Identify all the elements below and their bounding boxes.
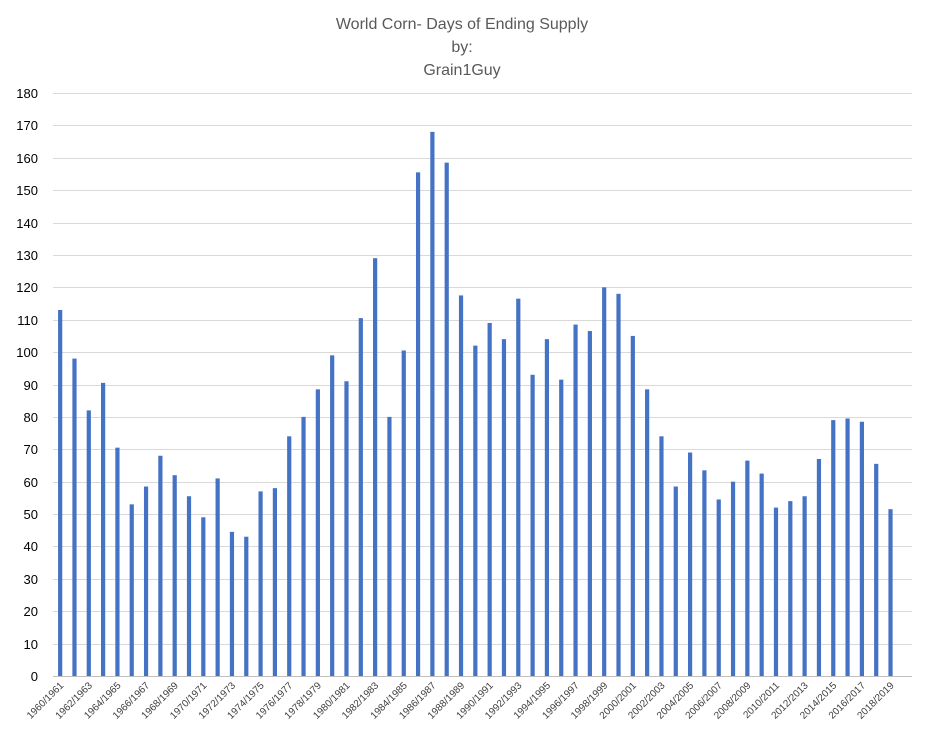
bar — [516, 298, 521, 676]
bar — [215, 478, 220, 676]
bar — [186, 496, 192, 676]
bar — [630, 335, 635, 676]
y-tick-label: 170 — [16, 118, 38, 133]
bar — [773, 507, 779, 676]
chart-title-line-2: by: — [451, 39, 472, 56]
bar — [645, 389, 650, 676]
y-tick-label: 60 — [24, 475, 38, 490]
bar — [659, 436, 664, 676]
bar — [373, 258, 378, 676]
bars — [58, 131, 893, 676]
bar — [229, 531, 235, 676]
y-tick-label: 140 — [16, 216, 38, 231]
x-axis-ticks: 1960/19611962/19631964/19651966/19671968… — [25, 680, 897, 722]
bar — [559, 379, 564, 676]
y-tick-label: 0 — [31, 669, 38, 684]
y-tick-label: 70 — [24, 442, 38, 457]
chart-title: World Corn- Days of Ending Supply by: Gr… — [336, 16, 588, 79]
bar — [272, 488, 278, 676]
bar — [301, 416, 306, 676]
bar — [415, 172, 421, 676]
y-tick-label: 40 — [24, 539, 38, 554]
y-tick-label: 80 — [24, 410, 38, 425]
bar — [430, 131, 435, 676]
bar — [587, 331, 592, 676]
chart-title-line-3: Grain1Guy — [423, 62, 500, 79]
bar — [244, 536, 249, 676]
bar — [101, 382, 106, 676]
y-tick-label: 100 — [16, 345, 38, 360]
bar — [201, 517, 206, 676]
bar — [501, 339, 507, 676]
bar — [702, 470, 707, 676]
bar — [544, 339, 550, 676]
bar — [129, 504, 134, 676]
chart-title-line-1: World Corn- Days of Ending Supply — [336, 16, 588, 33]
y-tick-label: 110 — [17, 313, 38, 328]
bar — [745, 460, 750, 676]
bar — [344, 381, 349, 676]
bar — [816, 458, 822, 676]
bar — [602, 287, 607, 676]
bar — [888, 509, 893, 676]
y-axis-ticks: 0 10 20 30 40 50 60 70 80 90 100 110 120 130 140 150 160… — [16, 86, 38, 684]
bar — [86, 410, 91, 676]
bar — [616, 293, 621, 676]
bar — [458, 295, 464, 676]
bar — [58, 310, 63, 676]
bar — [330, 355, 335, 676]
bar — [287, 436, 292, 676]
bar — [687, 452, 693, 676]
bar — [172, 475, 177, 676]
bar — [315, 389, 320, 676]
y-tick-label: 20 — [24, 604, 38, 619]
bar — [831, 420, 836, 676]
y-tick-label: 90 — [24, 378, 38, 393]
gridlines — [53, 93, 912, 677]
y-tick-label: 180 — [16, 86, 38, 101]
bar — [730, 481, 736, 676]
bar — [143, 486, 149, 676]
bar — [72, 358, 77, 676]
bar — [530, 374, 535, 676]
bar — [358, 318, 363, 676]
bar — [859, 421, 864, 676]
bar — [387, 416, 392, 676]
bar — [759, 473, 764, 676]
y-tick-label: 160 — [16, 151, 38, 166]
bar — [401, 350, 406, 676]
y-tick-label: 120 — [16, 280, 38, 295]
bar — [673, 486, 678, 676]
y-tick-label: 150 — [16, 183, 38, 198]
bar — [802, 496, 807, 676]
y-tick-label: 30 — [24, 572, 38, 587]
bar — [158, 455, 163, 676]
bar — [716, 499, 721, 676]
bar — [845, 418, 850, 676]
bar — [115, 447, 120, 676]
bar — [788, 501, 793, 676]
bar — [473, 345, 478, 676]
bar — [573, 324, 578, 676]
bar — [444, 162, 449, 676]
bar — [874, 463, 879, 676]
y-tick-label: 50 — [24, 507, 38, 522]
bar — [258, 491, 263, 676]
bar — [487, 322, 492, 676]
y-tick-label: 130 — [16, 248, 38, 263]
y-tick-label: 10 — [24, 637, 38, 652]
